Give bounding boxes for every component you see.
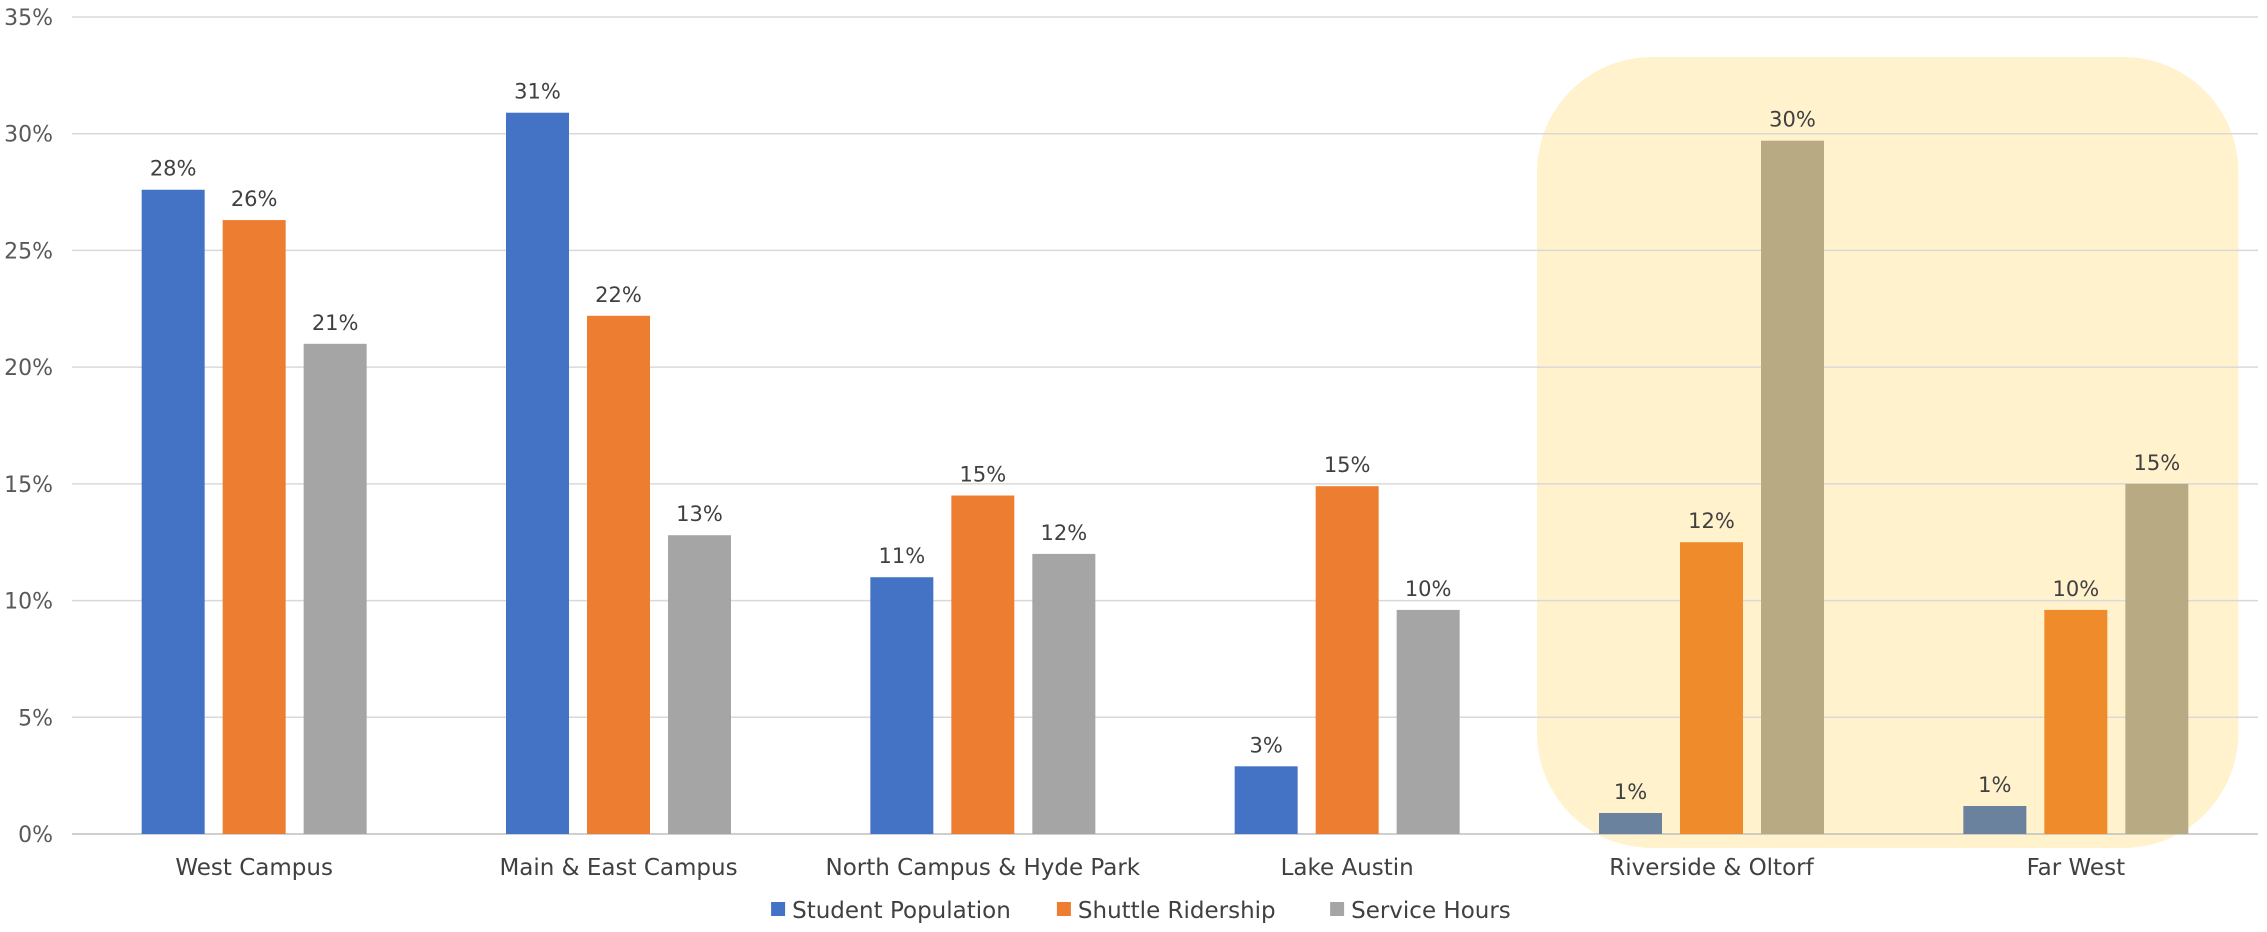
bar-shuttle-ridership-lake-austin (1315, 486, 1379, 834)
bar-shuttle-ridership-riverside-and-oltorf (1680, 542, 1743, 834)
bar-service-hours-lake-austin (1396, 609, 1460, 834)
data-label-shuttle-ridership-west-campus: 26% (231, 187, 278, 211)
data-label-student-population-riverside-and-oltorf: 1% (1614, 780, 1647, 804)
legend: Student Population Shuttle Ridership Servi… (771, 898, 1511, 924)
bar-service-hours-north-campus-and-hyde-park (1032, 553, 1096, 834)
gridlines (72, 16, 2258, 835)
legend-label-shuttle-ridership: Shuttle Ridership (1078, 898, 1276, 924)
bar-shuttle-ridership-main-and-east-campus (587, 315, 650, 834)
legend-label-service-hours: Service Hours (1351, 898, 1511, 924)
bar-shuttle-ridership-far-west (2044, 609, 2108, 834)
category-label-west-campus: West Campus (175, 855, 333, 881)
data-label-service-hours-west-campus: 21% (312, 311, 359, 335)
y-tick-label: 10% (4, 590, 53, 615)
category-label-lake-austin: Lake Austin (1281, 855, 1414, 881)
bar-service-hours-main-and-east-campus (668, 535, 731, 834)
data-label-student-population-lake-austin: 3% (1250, 733, 1283, 757)
data-labels: 28% 26% 21% 31% 22% 13% 11% 15% 12% 3% 15% 10% 1% 12%… (150, 80, 2180, 804)
bars (141, 112, 2189, 835)
y-tick-label: 15% (4, 473, 53, 498)
y-tick-label: 5% (18, 706, 53, 731)
legend-swatch-student-population (771, 902, 786, 916)
bar-student-population-riverside-and-oltorf (1599, 812, 1662, 834)
category-label-north-campus-and-hyde-park: North Campus & Hyde Park (826, 855, 1141, 881)
data-label-service-hours-far-west: 15% (2133, 451, 2180, 475)
data-label-service-hours-north-campus-and-hyde-park: 12% (1040, 521, 1087, 545)
data-label-student-population-main-and-east-campus: 31% (514, 80, 561, 104)
legend-label-student-population: Student Population (792, 898, 1011, 924)
bar-shuttle-ridership-west-campus (222, 220, 286, 834)
data-label-service-hours-lake-austin: 10% (1405, 577, 1452, 601)
bar-shuttle-ridership-north-campus-and-hyde-park (951, 495, 1015, 834)
bar-student-population-west-campus (141, 189, 205, 835)
data-label-shuttle-ridership-main-and-east-campus: 22% (595, 283, 642, 307)
bar-service-hours-far-west (2125, 483, 2189, 834)
data-label-service-hours-main-and-east-campus: 13% (676, 502, 723, 526)
y-tick-label: 0% (18, 823, 53, 848)
data-label-student-population-far-west: 1% (1978, 773, 2011, 797)
x-axis-category-labels: West Campus Main & East Campus North Campu… (175, 855, 2125, 881)
data-label-student-population-north-campus-and-hyde-park: 11% (878, 544, 925, 568)
y-axis-tick-labels: 0% 5% 10% 15% 20% 25% 30% 35% (4, 6, 53, 848)
category-label-riverside-and-oltorf: Riverside & Oltorf (1609, 855, 1814, 881)
data-label-shuttle-ridership-riverside-and-oltorf: 12% (1688, 509, 1735, 533)
bar-student-population-north-campus-and-hyde-park (870, 577, 934, 834)
category-label-far-west: Far West (2027, 855, 2126, 881)
data-label-student-population-west-campus: 28% (150, 157, 197, 181)
bar-student-population-main-and-east-campus (506, 112, 569, 835)
data-label-service-hours-riverside-and-oltorf: 30% (1769, 108, 1816, 132)
bar-student-population-lake-austin (1234, 766, 1298, 834)
y-tick-label: 35% (4, 6, 53, 31)
legend-swatch-service-hours (1330, 902, 1345, 916)
data-label-shuttle-ridership-lake-austin: 15% (1324, 453, 1371, 477)
bar-student-population-far-west (1963, 805, 2027, 834)
y-tick-label: 20% (4, 356, 53, 381)
data-label-shuttle-ridership-far-west: 10% (2052, 577, 2099, 601)
y-tick-label: 30% (4, 123, 53, 148)
y-tick-label: 25% (4, 239, 53, 264)
bar-service-hours-west-campus (303, 343, 367, 834)
category-label-main-and-east-campus: Main & East Campus (499, 855, 737, 881)
bar-service-hours-riverside-and-oltorf (1761, 140, 1824, 834)
legend-swatch-shuttle-ridership (1056, 902, 1071, 916)
data-label-shuttle-ridership-north-campus-and-hyde-park: 15% (959, 463, 1006, 487)
